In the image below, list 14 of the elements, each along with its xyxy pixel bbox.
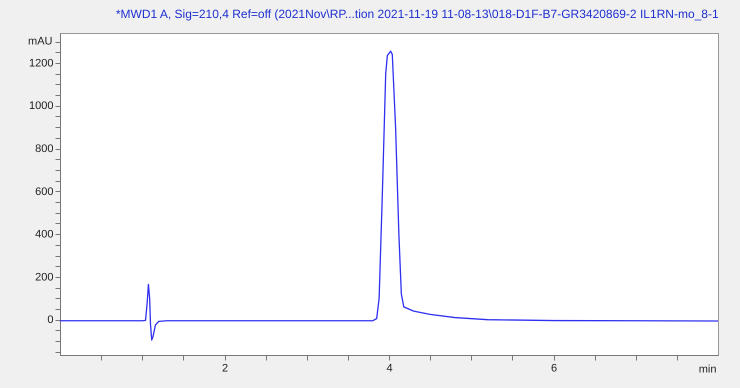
- y-tick-label: 200: [35, 271, 54, 284]
- y-tick-label: 600: [35, 186, 54, 198]
- y-tick-label: 1200: [29, 57, 54, 70]
- y-axis-title: mAU: [28, 36, 53, 48]
- y-tick-label: 800: [35, 143, 54, 156]
- y-tick-label: 1000: [29, 100, 54, 112]
- x-tick-label: 2: [222, 362, 228, 374]
- line-series: [59, 50, 719, 341]
- y-tick-label: 0: [47, 314, 54, 326]
- x-tick-label: 4: [386, 362, 393, 374]
- y-tick-label: 400: [35, 228, 54, 241]
- chart-title: *MWD1 A, Sig=210,4 Ref=off (2021Nov\RP...tion 2021-11-19 11-08-13\018-D1F-B7-GR3420869-2 IL1RN-mo_8-1: [116, 7, 719, 21]
- x-axis-title: min: [698, 364, 716, 376]
- x-tick-label: 6: [550, 362, 558, 374]
